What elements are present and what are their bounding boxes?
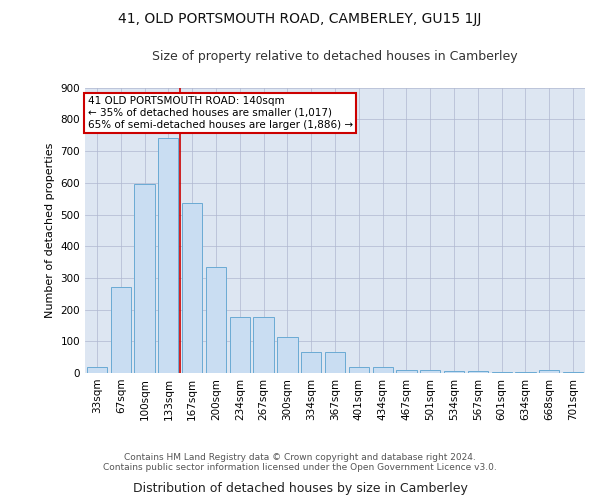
Bar [87,366,107,373]
Bar [515,372,536,373]
Bar [420,370,440,373]
Bar [134,184,155,373]
Bar [277,336,298,373]
Text: Contains HM Land Registry data © Crown copyright and database right 2024.
Contai: Contains HM Land Registry data © Crown c… [103,453,497,472]
Bar [325,352,345,373]
Bar [158,138,178,373]
Bar [349,366,369,373]
Text: Distribution of detached houses by size in Camberley: Distribution of detached houses by size … [133,482,467,495]
Bar [468,371,488,373]
Y-axis label: Number of detached properties: Number of detached properties [45,142,55,318]
Bar [253,316,274,373]
Bar [230,316,250,373]
Text: 41 OLD PORTSMOUTH ROAD: 140sqm
← 35% of detached houses are smaller (1,017)
65% : 41 OLD PORTSMOUTH ROAD: 140sqm ← 35% of … [88,96,353,130]
Bar [301,352,322,373]
Bar [182,204,202,373]
Bar [491,372,512,373]
Text: 41, OLD PORTSMOUTH ROAD, CAMBERLEY, GU15 1JJ: 41, OLD PORTSMOUTH ROAD, CAMBERLEY, GU15… [118,12,482,26]
Bar [563,372,583,373]
Bar [539,370,559,373]
Title: Size of property relative to detached houses in Camberley: Size of property relative to detached ho… [152,50,518,63]
Bar [206,267,226,373]
Bar [373,366,393,373]
Bar [110,288,131,373]
Bar [397,370,416,373]
Bar [444,371,464,373]
